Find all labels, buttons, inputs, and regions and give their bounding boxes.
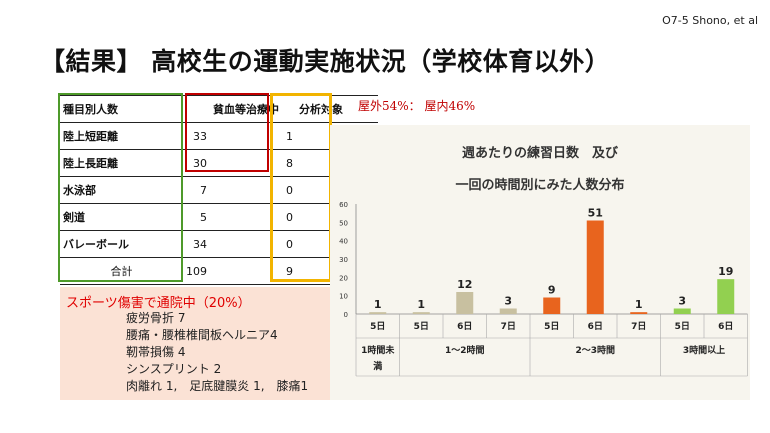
sport-count: 33 [183,122,210,150]
red-highlight-box [185,93,269,172]
y-tick-label: 60 [339,201,348,209]
bar [543,297,561,314]
group-label: 1～2時間 [445,344,485,356]
sport-name: バレーボール [60,230,183,258]
yellow-highlight-box [270,93,332,282]
x-category-label: 5日 [544,321,559,332]
injury-item: シンスプリント 2 [126,362,222,376]
y-tick-label: 50 [339,219,348,227]
injury-title: スポーツ傷害で通院中（20%） [66,296,251,311]
anemia-count: 8 [210,149,296,177]
data-label: 1 [374,298,382,311]
bar-chart: 0 10 20 30 40 50 60 1 5日 1 5日 12 6日 3 7日 9 5日 51 6日 1 7日 3 5日 1… [339,201,748,377]
data-label: 9 [548,284,556,297]
y-tick-label: 40 [339,238,348,246]
bar [630,312,648,314]
data-label: 3 [504,295,512,308]
sport-count: 34 [183,230,210,258]
anemia-count: 0 [210,203,296,231]
anemia-count: 0 [210,230,296,258]
anemia-count: 0 [210,176,296,204]
data-label: 19 [718,265,733,278]
injury-panel [60,287,354,400]
slide-title: 【結果】 高校生の運動実施状況（学校体育以外） [40,47,611,76]
x-category-label: 5日 [370,321,385,332]
sport-count: 7 [183,176,210,204]
header-spacer [183,95,210,123]
group-label: 満 [373,360,382,372]
slide-code: O7-5 Shono, et al [662,14,758,27]
sport-name: 陸上短距離 [60,122,183,150]
bar [456,292,474,314]
sport-name: 陸上長距離 [60,149,183,177]
chart-title-line1: 週あたりの練習日数 及び [461,146,618,161]
bar [412,312,430,314]
data-label: 12 [457,278,472,291]
y-tick-label: 0 [344,311,348,319]
bar [499,308,517,314]
x-category-label: 6日 [588,321,603,332]
header-analysis: 分析対象 [296,95,378,123]
y-tick-label: 10 [339,293,348,301]
x-category-label: 7日 [501,321,516,332]
x-category-label: 7日 [631,321,646,332]
group-label: 1時間未 [361,344,395,356]
sport-count: 30 [183,149,210,177]
total-count: 109 [183,257,210,285]
header-anemia: 貧血等治療中 [210,95,296,123]
group-label: 2～3時間 [575,344,615,356]
bar [717,279,735,314]
chart-panel [330,125,750,400]
data-label: 1 [417,298,425,311]
group-label: 3時間以上 [683,344,725,356]
y-tick-label: 30 [339,256,348,264]
injury-item: 靭帯損傷 4 [126,345,186,359]
green-highlight-box [58,93,183,282]
injury-item: 肉離れ 1, 足底腱膜炎 1, 膝痛1 [126,379,309,393]
x-category-label: 6日 [718,321,733,332]
sport-name: 水泳部 [60,176,183,204]
sport-count: 5 [183,203,210,231]
data-label: 3 [678,295,686,308]
data-label: 51 [588,207,603,220]
data-label: 1 [635,298,643,311]
injury-item: 疲労骨折 7 [126,311,186,325]
y-tick-label: 20 [339,274,348,282]
bar [673,308,691,314]
x-category-label: 6日 [457,321,472,332]
sport-name: 剣道 [60,203,183,231]
x-category-label: 5日 [675,321,690,332]
bar [369,312,387,314]
header-sport: 種目別人数 [60,95,183,123]
x-category-label: 5日 [414,321,429,332]
injury-item: 腰痛・腰椎椎間板ヘルニア4 [126,328,278,342]
table-header-row: 種目別人数 貧血等治療中 分析対象 [60,95,378,123]
outdoor-indoor-ratio: 屋外54%： 屋内46% [358,99,476,113]
bar [586,220,604,314]
anemia-count: 1 [210,122,296,150]
chart-title-line2: 一回の時間別にみた人数分布 [455,178,625,193]
